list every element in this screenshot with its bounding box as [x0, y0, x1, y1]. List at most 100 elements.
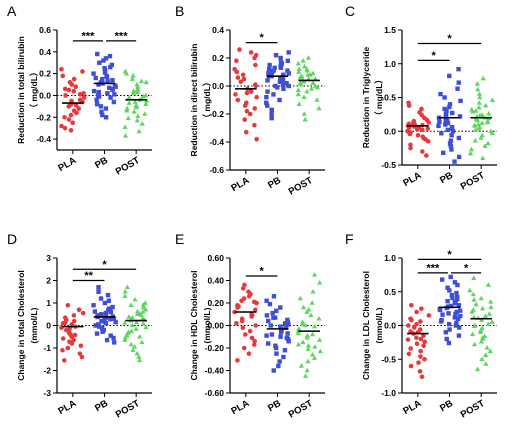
data-point: [487, 348, 493, 353]
data-point: [59, 66, 64, 72]
data-point: [415, 133, 421, 138]
data-point: [128, 302, 134, 308]
data-point: [437, 307, 443, 313]
data-point: [264, 95, 269, 100]
data-point: [270, 310, 275, 316]
y-tick-label: -0.5: [381, 160, 396, 170]
data-point: [273, 345, 279, 351]
data-point: [253, 83, 258, 89]
data-point: [470, 291, 476, 297]
data-point: [236, 304, 241, 309]
data-point: [134, 311, 141, 317]
data-point: [108, 333, 113, 338]
data-point: [134, 117, 140, 123]
data-point: [233, 92, 238, 97]
data-point: [471, 275, 477, 281]
data-point: [279, 61, 285, 66]
data-point: [107, 53, 113, 59]
data-point: [296, 69, 302, 74]
data-point: [408, 363, 414, 369]
data-point: [424, 153, 429, 158]
data-point: [80, 69, 85, 74]
data-point: [101, 58, 106, 63]
data-point: [99, 109, 104, 115]
data-point: [248, 89, 254, 94]
data-point: [69, 341, 75, 346]
data-point: [475, 86, 481, 92]
data-point: [476, 100, 482, 105]
data-point: [489, 130, 495, 136]
data-point: [311, 272, 318, 277]
data-point: [68, 112, 74, 118]
data-point: [301, 94, 307, 99]
data-point: [122, 124, 128, 129]
data-point: [295, 330, 301, 336]
data-point: [96, 322, 101, 327]
data-point: [436, 123, 441, 129]
data-point: [456, 66, 461, 72]
y-tick-label: -0.2: [36, 112, 51, 122]
data-point: [274, 308, 279, 314]
x-tick-label: POST: [459, 170, 487, 193]
data-point: [448, 143, 453, 149]
data-point: [450, 295, 455, 301]
y-tick-label: -1: [43, 343, 51, 353]
data-point: [108, 309, 114, 315]
data-point: [278, 305, 283, 310]
data-point: [132, 344, 138, 349]
data-point: [275, 85, 280, 90]
data-point: [297, 295, 303, 301]
y-axis-unit: （ mg/dL）: [202, 78, 212, 123]
data-point: [311, 355, 318, 360]
data-point: [252, 106, 258, 111]
data-point: [241, 345, 247, 351]
data-point: [69, 98, 74, 104]
data-point: [234, 58, 239, 64]
data-point: [474, 81, 480, 86]
data-point: [418, 348, 423, 354]
data-point: [486, 110, 492, 116]
data-point: [133, 104, 139, 110]
data-point: [272, 65, 277, 70]
y-tick-label: 0.0: [384, 126, 396, 136]
data-point: [129, 76, 136, 81]
y-tick-label: 1.5: [384, 25, 396, 35]
data-point: [457, 308, 463, 313]
data-point: [103, 115, 109, 120]
data-point: [406, 103, 412, 108]
data-point: [474, 366, 481, 372]
data-point: [440, 312, 445, 317]
data-point: [68, 332, 73, 337]
data-point: [94, 97, 99, 103]
data-point: [304, 335, 310, 340]
y-axis-label: Change in LDL Cholesterol: [361, 271, 371, 380]
data-point: [134, 350, 140, 356]
data-point: [406, 323, 411, 328]
data-point: [79, 354, 85, 360]
data-point: [414, 309, 419, 315]
data-point: [421, 333, 426, 338]
data-point: [286, 322, 291, 327]
data-point: [317, 279, 323, 285]
data-point: [98, 104, 104, 109]
data-point: [418, 319, 423, 324]
data-point: [295, 341, 302, 347]
data-point: [112, 340, 117, 345]
data-point: [408, 145, 413, 151]
data-point: [447, 288, 452, 293]
data-point: [140, 309, 146, 314]
y-tick-label: -2: [43, 366, 51, 376]
data-point: [243, 129, 249, 135]
data-point: [103, 56, 109, 61]
data-point: [134, 308, 141, 314]
data-point: [483, 102, 489, 108]
data-point: [482, 313, 489, 318]
data-point: [130, 73, 136, 78]
x-tick-label: POST: [287, 398, 315, 421]
data-point: [455, 86, 460, 91]
data-point: [142, 111, 148, 116]
x-tick-label: PLA: [229, 175, 251, 194]
data-point: [249, 313, 255, 318]
data-point: [252, 55, 257, 61]
data-point: [129, 322, 135, 328]
